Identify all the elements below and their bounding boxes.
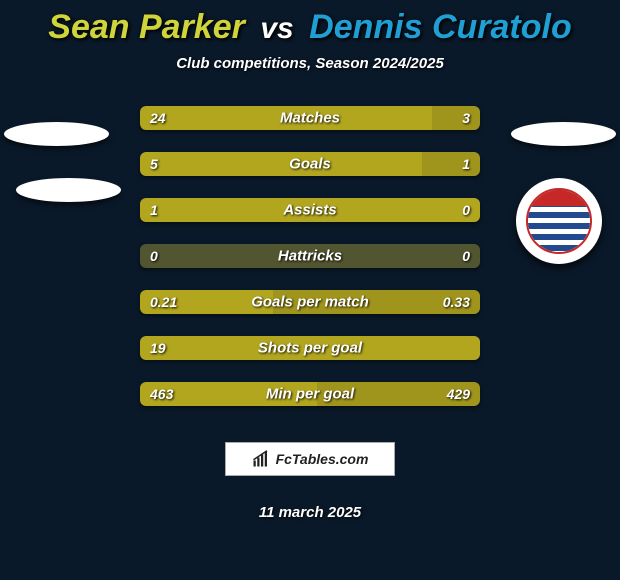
stat-value-left: 0 xyxy=(150,248,158,264)
stat-fill-left xyxy=(140,152,422,176)
stat-row: 51Goals xyxy=(140,152,480,176)
subtitle: Club competitions, Season 2024/2025 xyxy=(0,55,620,72)
player1-badge-bottom xyxy=(16,178,121,202)
stat-fill-right xyxy=(422,152,480,176)
player1-badge-top xyxy=(4,122,109,146)
stat-value-left: 1 xyxy=(150,202,158,218)
stat-value-right: 1 xyxy=(462,156,470,172)
brand-footer[interactable]: FcTables.com xyxy=(225,442,395,476)
comparison-title: Sean Parker vs Dennis Curatolo xyxy=(0,0,620,47)
stat-value-left: 5 xyxy=(150,156,158,172)
stat-row: 243Matches xyxy=(140,106,480,130)
player1-name: Sean Parker xyxy=(48,8,245,46)
stat-fill-left xyxy=(140,336,480,360)
stat-label: Hattricks xyxy=(140,248,480,265)
player2-badge-top xyxy=(511,122,616,146)
stat-row: 0.210.33Goals per match xyxy=(140,290,480,314)
stat-row: 0 0Hattricks xyxy=(140,244,480,268)
stat-row: 10Assists xyxy=(140,198,480,222)
stat-fill-left xyxy=(140,198,480,222)
vs-label: vs xyxy=(260,12,293,45)
stat-value-left: 19 xyxy=(150,340,166,356)
stat-value-left: 0.21 xyxy=(150,294,177,310)
stat-value-right: 0.33 xyxy=(443,294,470,310)
stat-value-right: 429 xyxy=(447,386,470,402)
stat-row: 19Shots per goal xyxy=(140,336,480,360)
stat-fill-left xyxy=(140,106,432,130)
stat-value-right: 0 xyxy=(462,202,470,218)
stat-fill-right xyxy=(432,106,480,130)
player2-name: Dennis Curatolo xyxy=(309,8,572,46)
stat-value-right: 3 xyxy=(462,110,470,126)
stat-value-right: 0 xyxy=(462,248,470,264)
stat-value-left: 24 xyxy=(150,110,166,126)
date-label: 11 march 2025 xyxy=(0,504,620,521)
chart-icon xyxy=(252,450,270,468)
player2-club-logo xyxy=(516,178,602,264)
stat-row: 463429Min per goal xyxy=(140,382,480,406)
stats-container: 243Matches51Goals10Assists00Hattricks0.2… xyxy=(0,106,620,406)
stat-value-left: 463 xyxy=(150,386,173,402)
brand-text: FcTables.com xyxy=(276,451,369,467)
